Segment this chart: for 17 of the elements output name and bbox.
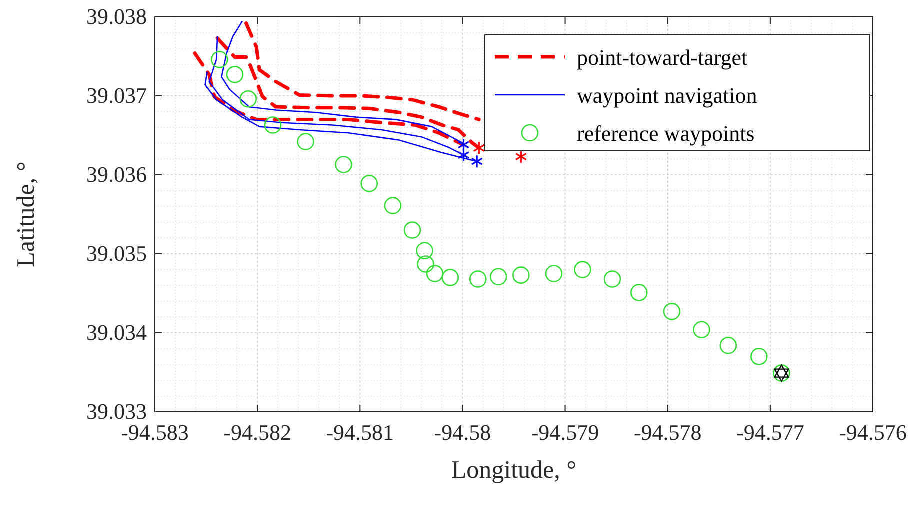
x-tick-label: -94.581	[326, 420, 394, 445]
y-tick-label: 39.035	[86, 241, 147, 266]
x-tick-label: -94.578	[634, 420, 702, 445]
y-tick-label: 39.034	[86, 320, 147, 345]
x-tick-label: -94.58	[434, 420, 492, 445]
y-tick-label: 39.038	[86, 4, 147, 29]
legend-label: point-toward-target	[577, 45, 748, 70]
y-tick-label: 39.037	[86, 83, 147, 108]
legend-label: reference waypoints	[577, 121, 755, 146]
y-tick-label: 39.036	[86, 162, 147, 187]
x-axis-title: Longitude, °	[451, 457, 577, 484]
x-tick-label: -94.577	[736, 420, 804, 445]
x-tick-label: -94.576	[839, 420, 907, 445]
legend-label: waypoint navigation	[577, 83, 758, 108]
x-tick-label: -94.579	[531, 420, 600, 445]
y-axis-title: Latitude, °	[13, 162, 40, 268]
x-tick-label: -94.582	[224, 420, 292, 445]
